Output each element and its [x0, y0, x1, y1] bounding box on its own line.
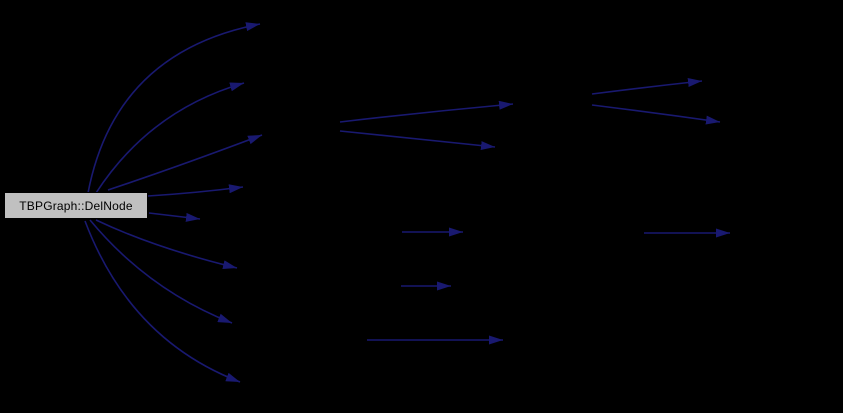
call-graph-edge	[339, 130, 496, 151]
call-graph-edge	[84, 220, 241, 383]
call-graph-edge	[148, 212, 201, 222]
call-graph-edge	[95, 219, 238, 270]
call-graph-edge	[107, 134, 263, 191]
call-graph-edge	[147, 184, 244, 197]
call-graph-edge	[339, 100, 514, 123]
call-graph-edge	[95, 82, 245, 194]
call-graph-edge	[89, 219, 233, 324]
call-graph-edge	[591, 104, 721, 125]
graph-node-tbpgraph-delnode[interactable]: TBPGraph::DelNode	[4, 192, 148, 219]
graph-node-label: TBPGraph::DelNode	[19, 198, 133, 213]
call-graph-edge	[591, 78, 703, 95]
call-graph-edge	[87, 22, 261, 194]
